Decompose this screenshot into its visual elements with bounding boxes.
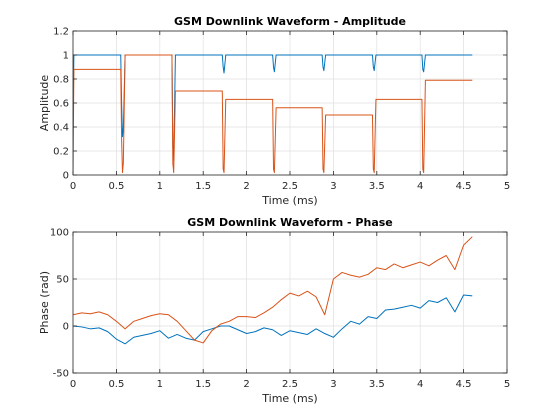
phase-x-tick-label: 4.5 [456, 379, 472, 390]
amplitude-x-tick-label: 4 [417, 181, 423, 192]
amplitude-y-tick-label: 0.8 [53, 75, 69, 86]
amplitude-y-tick-label: 0.2 [53, 147, 69, 158]
phase-x-tick-label: 4 [417, 379, 423, 390]
amplitude-y-tick-label: 0 [63, 171, 69, 182]
amplitude-x-axis-label: Time (ms) [261, 194, 317, 207]
amplitude-series-1-line [73, 54, 473, 162]
phase-x-tick-label: 3.5 [369, 379, 385, 390]
amplitude-x-tick-label: 4.5 [456, 181, 472, 192]
phase-x-tick-label: 0.5 [108, 379, 124, 390]
phase-x-tick-label: 2 [243, 379, 249, 390]
phase-plot-title: GSM Downlink Waveform - Phase [187, 216, 393, 229]
phase-x-tick-label: 0 [70, 379, 76, 390]
amplitude-x-tick-label: 1.5 [195, 181, 211, 192]
phase-x-tick-label: 2.5 [282, 379, 298, 390]
phase-y-tick-label: 100 [50, 228, 69, 239]
amplitude-y-tick-label: 0.6 [53, 99, 69, 110]
phase-y-tick-label: 50 [56, 275, 69, 286]
phase-series-2-line [73, 236, 473, 344]
amplitude-x-tick-label: 1 [157, 181, 163, 192]
amplitude-x-tick-label: 3.5 [369, 181, 385, 192]
phase-x-tick-label: 1.5 [195, 379, 211, 390]
phase-y-tick-label: 0 [63, 322, 69, 333]
amplitude-x-tick-label: 2.5 [282, 181, 298, 192]
phase-x-tick-label: 3 [330, 379, 336, 390]
amplitude-y-tick-label: 1.2 [53, 27, 69, 38]
amplitude-x-tick-label: 0 [70, 181, 76, 192]
amplitude-x-tick-label: 2 [243, 181, 249, 192]
amplitude-x-tick-label: 3 [330, 181, 336, 192]
amplitude-x-tick-label: 0.5 [108, 181, 124, 192]
phase-x-tick-label: 5 [504, 379, 510, 390]
amplitude-plot: 0 0.5 1 1.5 2 2.5 3 3.5 4 4.5 5 0 0.2 0.4 0.6 0.8 1 1.2 G… [38, 15, 510, 207]
amplitude-y-tick-label: 0.4 [53, 123, 69, 134]
amplitude-x-tick-label: 5 [504, 181, 510, 192]
phase-x-tick-label: 1 [157, 379, 163, 390]
phase-x-axis-label: Time (ms) [261, 392, 317, 405]
phase-y-axis-label: Phase (rad) [38, 271, 51, 334]
amplitude-y-axis-label: Amplitude [38, 75, 51, 132]
phase-series-1-line [73, 294, 473, 345]
phase-y-tick-label: -50 [53, 369, 69, 380]
amplitude-plot-title: GSM Downlink Waveform - Amplitude [174, 15, 406, 28]
amplitude-series-2-line [73, 54, 473, 175]
amplitude-y-tick-label: 1 [63, 51, 69, 62]
